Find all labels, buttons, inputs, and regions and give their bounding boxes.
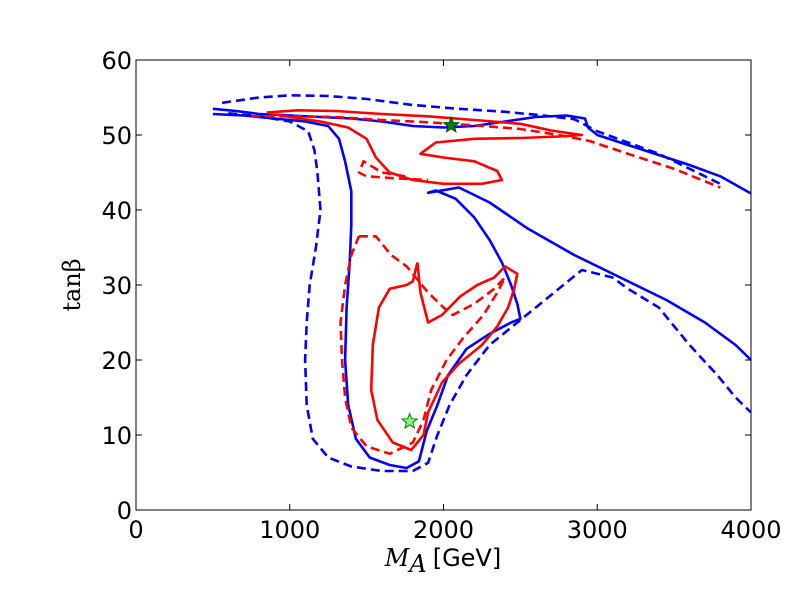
- x-axis-label-subscript: A: [407, 550, 426, 578]
- series-red-solid-lower: [369, 262, 519, 452]
- x-tick-label-0: 0: [128, 516, 143, 544]
- series-red-dashed-upper: [251, 115, 721, 189]
- x-tick-label-4000: 4000: [720, 516, 781, 544]
- plot-markers-group: [400, 115, 461, 430]
- series-red-dashed-inner: [339, 235, 507, 456]
- series-blue-dashed-main: [228, 112, 752, 473]
- best-fit-star-filled: [442, 115, 461, 133]
- x-axis-label-unit: [GeV]: [433, 544, 502, 572]
- x-tick-label-1000: 1000: [259, 516, 320, 544]
- x-tick-label-2000: 2000: [413, 516, 474, 544]
- y-axis-label: tanβ: [58, 258, 86, 311]
- series-red-dashed-lower: [357, 160, 429, 182]
- y-tick-label-20: 20: [101, 347, 132, 375]
- x-axis-ticks: 0 1000 2000 3000 4000: [128, 60, 782, 544]
- series-blue-dashed-upper: [221, 94, 721, 185]
- y-tick-label-30: 30: [101, 272, 132, 300]
- series-blue-solid-main: [212, 112, 752, 470]
- x-axis-label: MA [GeV]: [384, 544, 501, 578]
- y-tick-label-10: 10: [101, 422, 132, 450]
- y-axis-ticks: 0 10 20 30 40 50 60: [101, 47, 751, 525]
- y-tick-label-50: 50: [101, 122, 132, 150]
- y-tick-label-60: 60: [101, 47, 132, 75]
- best-fit-star-open: [400, 412, 419, 430]
- x-axis-label-symbol: M: [384, 544, 411, 572]
- x-tick-label-3000: 3000: [567, 516, 628, 544]
- y-tick-label-40: 40: [101, 197, 132, 225]
- y-tick-label-0: 0: [117, 497, 132, 525]
